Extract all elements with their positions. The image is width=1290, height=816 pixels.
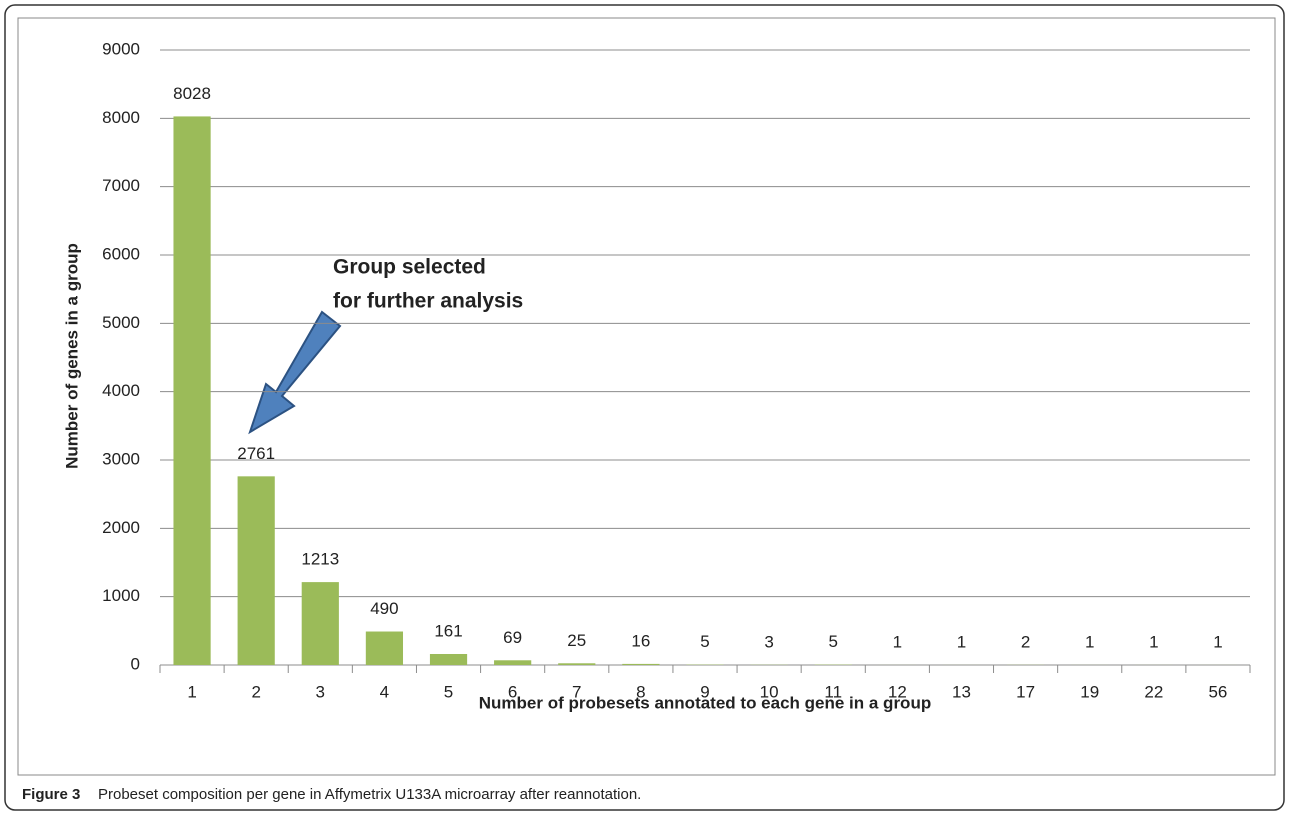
x-tick-label: 9 <box>700 682 709 701</box>
arrow <box>248 310 342 435</box>
annotation: for further analysis <box>333 290 523 313</box>
data-label: 25 <box>567 631 586 650</box>
data-label: 161 <box>434 621 462 640</box>
x-axis-label: Number of probesets annotated to each ge… <box>479 693 931 712</box>
data-label: 1 <box>957 632 966 651</box>
x-tick-label: 17 <box>1016 682 1035 701</box>
x-tick-label: 19 <box>1080 682 1099 701</box>
data-label: 3 <box>764 632 773 651</box>
bar <box>173 116 211 666</box>
y-tick-label: 7000 <box>102 176 140 195</box>
data-label: 5 <box>829 632 838 651</box>
annotation: Group selected <box>333 256 486 279</box>
x-tick-label: 7 <box>572 682 581 701</box>
y-tick-label: 0 <box>131 654 140 673</box>
y-tick-label: 2000 <box>102 518 140 537</box>
data-label: 1 <box>1213 632 1222 651</box>
bar <box>365 631 404 665</box>
chart-frame <box>17 17 1276 776</box>
data-label: 69 <box>503 628 522 647</box>
x-tick-label: 8 <box>636 682 645 701</box>
data-label: 2761 <box>237 444 275 463</box>
y-tick-label: 1000 <box>102 586 140 605</box>
x-tick-label: 4 <box>380 682 389 701</box>
x-tick-label: 1 <box>187 682 196 701</box>
data-label: 1 <box>1085 632 1094 651</box>
bar <box>622 663 660 665</box>
data-label: 16 <box>631 631 650 650</box>
caption-text: Probeset composition per gene in Affymet… <box>98 786 641 803</box>
bar <box>494 660 532 665</box>
x-tick-label: 5 <box>444 682 453 701</box>
x-tick-label: 12 <box>888 682 907 701</box>
x-tick-label: 22 <box>1144 682 1163 701</box>
data-label: 490 <box>370 599 398 618</box>
figure-frame <box>4 4 1285 811</box>
bar <box>429 653 468 665</box>
y-tick-label: 8000 <box>102 108 140 127</box>
x-tick-label: 56 <box>1208 682 1227 701</box>
data-label: 1 <box>1149 632 1158 651</box>
bar <box>301 582 339 665</box>
data-label: 5 <box>700 632 709 651</box>
data-label: 2 <box>1021 632 1030 651</box>
x-tick-label: 2 <box>251 682 260 701</box>
bar <box>237 476 275 665</box>
data-label: 1213 <box>301 550 339 569</box>
y-tick-label: 9000 <box>102 39 140 58</box>
data-label: 1 <box>893 632 902 651</box>
y-tick-label: 4000 <box>102 381 140 400</box>
x-tick-label: 6 <box>508 682 517 701</box>
bar <box>558 663 596 665</box>
x-tick-label: 11 <box>824 682 842 701</box>
x-tick-label: 13 <box>952 682 971 701</box>
y-tick-label: 3000 <box>102 449 140 468</box>
caption-label: Figure 3 <box>22 786 80 803</box>
data-label: 8028 <box>173 84 211 103</box>
y-axis-label: Number of genes in a group <box>62 243 81 469</box>
x-tick-label: 10 <box>760 682 779 701</box>
y-tick-label: 6000 <box>102 244 140 263</box>
x-tick-label: 3 <box>316 682 325 701</box>
y-tick-label: 5000 <box>102 313 140 332</box>
